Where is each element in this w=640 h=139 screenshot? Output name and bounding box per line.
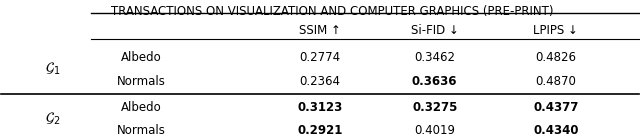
Text: $\mathcal{G}_2$: $\mathcal{G}_2$ (45, 111, 60, 127)
Text: 0.2774: 0.2774 (300, 51, 340, 64)
Text: 0.4870: 0.4870 (535, 75, 576, 88)
Text: Normals: Normals (117, 124, 166, 137)
Text: 0.4340: 0.4340 (533, 124, 579, 137)
Text: $\mathcal{G}_1$: $\mathcal{G}_1$ (45, 61, 60, 77)
Text: 0.2364: 0.2364 (300, 75, 340, 88)
Text: Normals: Normals (117, 75, 166, 88)
Text: 0.3462: 0.3462 (414, 51, 455, 64)
Text: 0.4019: 0.4019 (414, 124, 455, 137)
Text: 0.3636: 0.3636 (412, 75, 458, 88)
Text: Si-FID ↓: Si-FID ↓ (411, 24, 459, 37)
Text: SSIM ↑: SSIM ↑ (299, 24, 341, 37)
Text: Albedo: Albedo (121, 51, 162, 64)
Text: TRANSACTIONS ON VISUALIZATION AND COMPUTER GRAPHICS (PRE-PRINT): TRANSACTIONS ON VISUALIZATION AND COMPUT… (111, 5, 554, 18)
Text: 0.4377: 0.4377 (533, 101, 579, 114)
Text: LPIPS ↓: LPIPS ↓ (533, 24, 578, 37)
Text: 0.3123: 0.3123 (298, 101, 342, 114)
Text: 0.4826: 0.4826 (535, 51, 576, 64)
Text: 0.2921: 0.2921 (298, 124, 342, 137)
Text: 0.3275: 0.3275 (412, 101, 458, 114)
Text: Albedo: Albedo (121, 101, 162, 114)
